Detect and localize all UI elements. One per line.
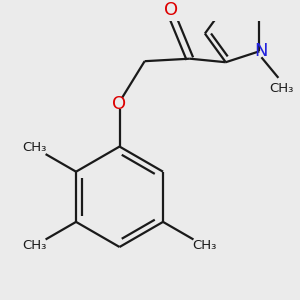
Text: CH₃: CH₃ — [22, 239, 47, 252]
Text: CH₃: CH₃ — [192, 239, 217, 252]
Text: N: N — [255, 42, 268, 60]
Text: O: O — [112, 95, 127, 113]
Text: CH₃: CH₃ — [270, 82, 294, 95]
Text: CH₃: CH₃ — [22, 141, 47, 154]
Text: O: O — [164, 1, 178, 19]
